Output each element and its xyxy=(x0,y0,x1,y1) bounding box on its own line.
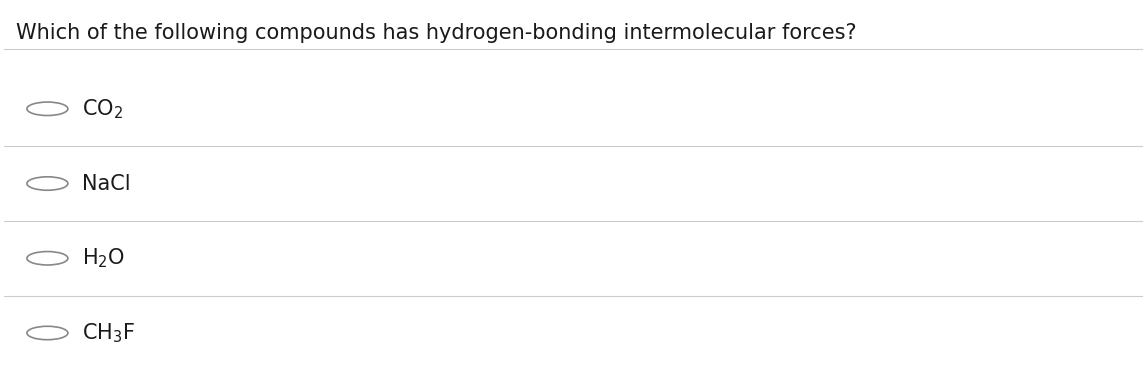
Text: CO$_2$: CO$_2$ xyxy=(81,97,123,121)
Text: CH$_3$F: CH$_3$F xyxy=(81,321,135,345)
Text: H$_2$O: H$_2$O xyxy=(81,246,125,270)
Text: Which of the following compounds has hydrogen-bonding intermolecular forces?: Which of the following compounds has hyd… xyxy=(16,23,856,43)
Text: NaCl: NaCl xyxy=(81,173,131,194)
